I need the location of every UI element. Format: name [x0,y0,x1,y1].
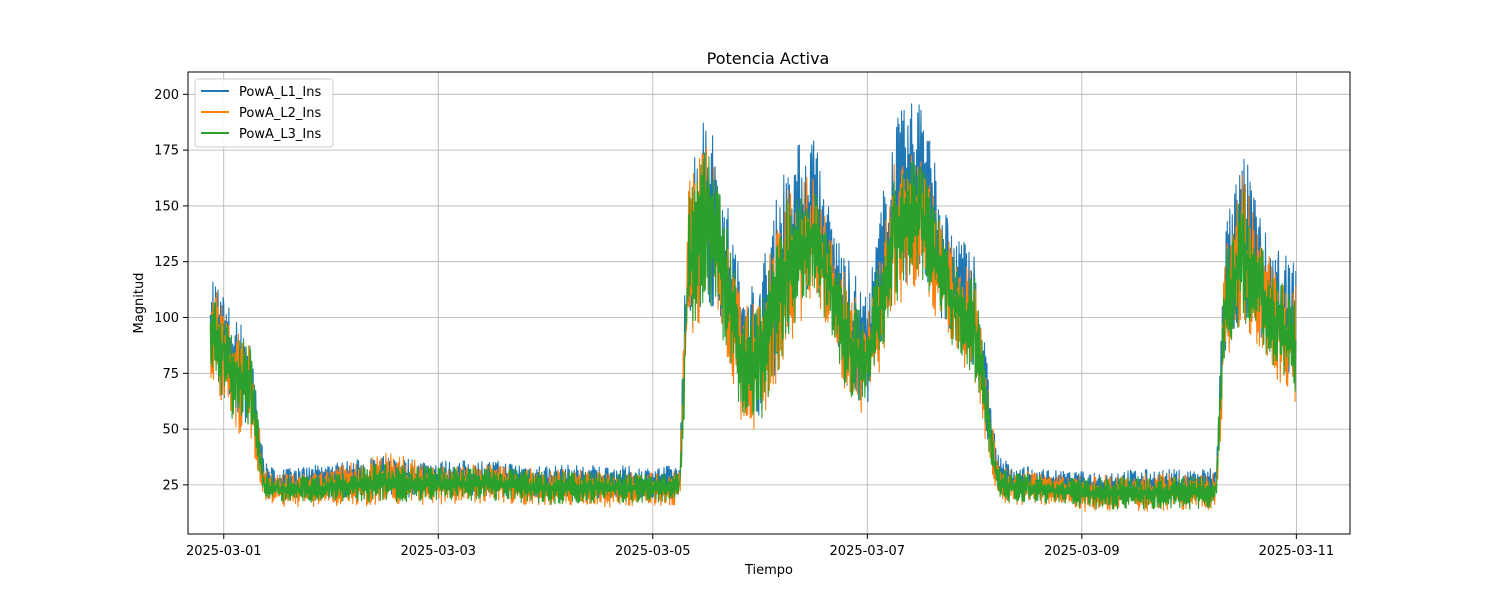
x-axis: 2025-03-01 2025-03-03 2025-03-05 2025-03-07… [186,534,1334,559]
legend: PowA_L1_Ins PowA_L2_Ins PowA_L3_Ins [194,78,334,148]
series-group [209,103,1297,512]
y-tick-label: 150 [154,199,179,214]
plot-frame [187,71,1351,535]
y-tick-label: 50 [162,423,179,438]
y-tick-label: 75 [162,367,179,382]
legend-label: PowA_L2_Ins [239,106,321,121]
y-tick-label: 200 [154,88,179,103]
x-tick-label: 2025-03-03 [400,544,476,559]
x-tick-label: 2025-03-01 [186,544,262,559]
y-tick-label: 175 [154,144,179,159]
x-tick-label: 2025-03-05 [615,544,691,559]
legend-label: PowA_L1_Ins [239,85,321,100]
x-tick-label: 2025-03-07 [830,544,906,559]
series-line-PowA_L3_Ins [209,152,1297,510]
y-tick-label: 25 [162,478,179,493]
y-axis-label: Magnitud [132,273,147,334]
x-axis-label: Tiempo [744,563,793,578]
y-axis: 25 50 75 100 125 150 175 200 [154,88,188,493]
legend-label: PowA_L3_Ins [239,127,321,142]
chart-title: Potencia Activa [707,49,830,68]
x-tick-label: 2025-03-09 [1044,544,1120,559]
y-tick-label: 125 [154,255,179,270]
x-tick-label: 2025-03-11 [1259,544,1335,559]
legend-box [194,78,334,148]
y-tick-label: 100 [154,311,179,326]
